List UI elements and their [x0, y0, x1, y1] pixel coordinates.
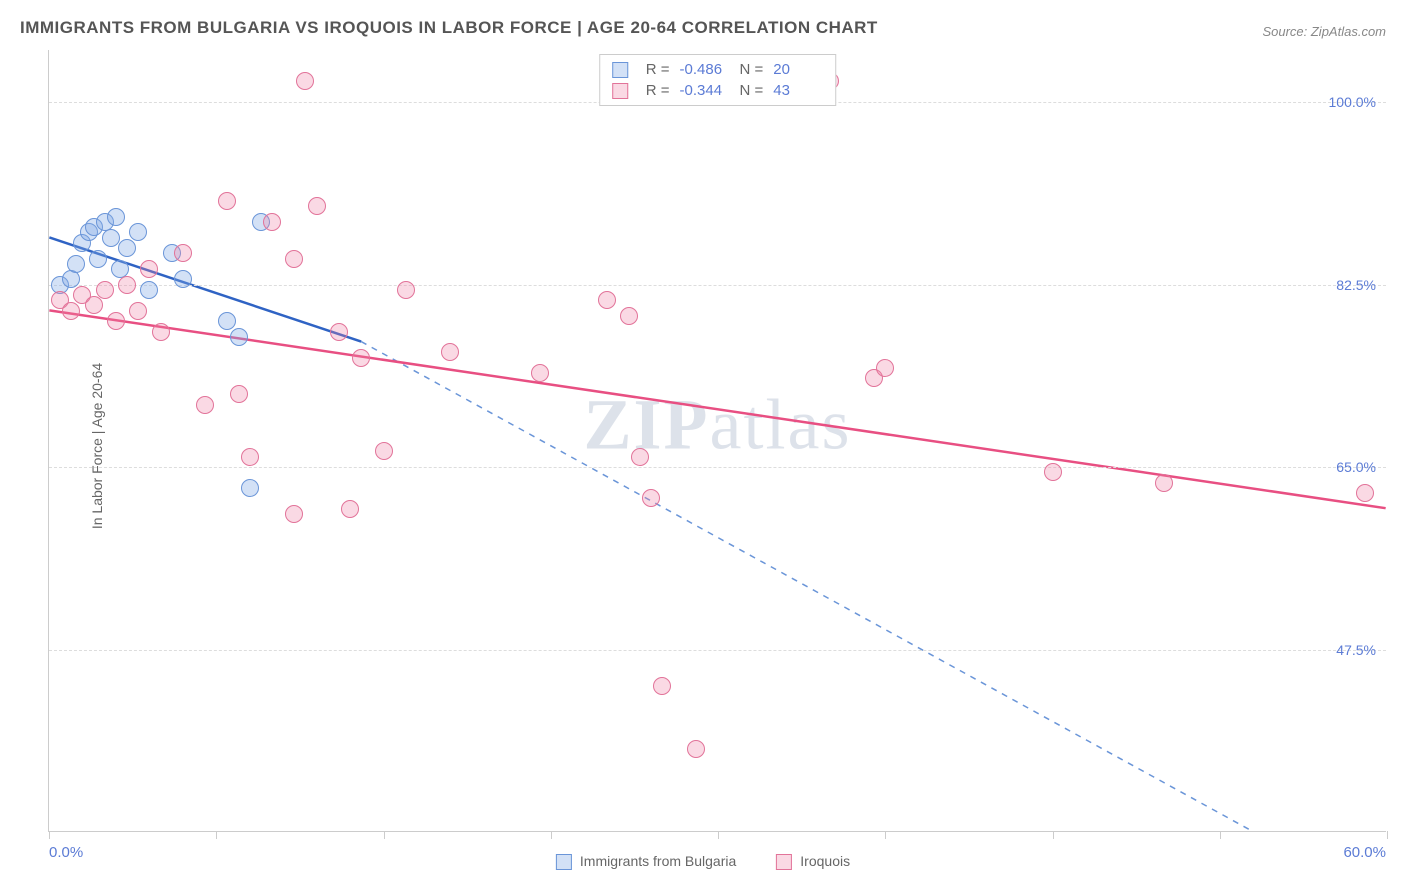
correlation-legend-row: R = -0.344 N = 43 [612, 80, 824, 101]
watermark-text: ZIPatlas [584, 383, 852, 466]
legend-swatch [612, 83, 628, 99]
data-point [1356, 484, 1374, 502]
x-tick [49, 831, 50, 839]
data-point [107, 208, 125, 226]
data-point [876, 359, 894, 377]
y-tick-label: 47.5% [1336, 642, 1376, 658]
data-point [196, 396, 214, 414]
x-tick [1387, 831, 1388, 839]
data-point [352, 349, 370, 367]
x-axis-min-label: 0.0% [49, 844, 83, 861]
legend-swatch [556, 854, 572, 870]
r-value: -0.344 [680, 82, 730, 99]
x-axis-max-label: 60.0% [1343, 844, 1386, 861]
data-point [129, 302, 147, 320]
data-point [241, 448, 259, 466]
data-point [85, 296, 103, 314]
data-point [341, 500, 359, 518]
data-point [631, 448, 649, 466]
data-point [174, 244, 192, 262]
gridline [49, 467, 1386, 468]
chart-container: IMMIGRANTS FROM BULGARIA VS IROQUOIS IN … [0, 0, 1406, 892]
legend-item: Iroquois [776, 853, 850, 870]
data-point [285, 250, 303, 268]
legend-swatch [776, 854, 792, 870]
chart-title: IMMIGRANTS FROM BULGARIA VS IROQUOIS IN … [20, 18, 878, 38]
x-tick [551, 831, 552, 839]
x-tick [718, 831, 719, 839]
r-label: R = [646, 82, 670, 99]
n-label: N = [740, 61, 764, 78]
x-tick [216, 831, 217, 839]
data-point [642, 489, 660, 507]
data-point [140, 260, 158, 278]
r-label: R = [646, 61, 670, 78]
y-tick-label: 100.0% [1329, 94, 1376, 110]
legend-item: Immigrants from Bulgaria [556, 853, 736, 870]
data-point [241, 479, 259, 497]
data-point [89, 250, 107, 268]
data-point [118, 276, 136, 294]
data-point [218, 312, 236, 330]
data-point [330, 323, 348, 341]
x-tick [384, 831, 385, 839]
data-point [285, 505, 303, 523]
data-point [218, 192, 236, 210]
regression-lines-layer [49, 50, 1386, 831]
data-point [230, 328, 248, 346]
gridline [49, 285, 1386, 286]
n-value: 43 [773, 82, 823, 99]
data-point [598, 291, 616, 309]
data-point [296, 72, 314, 90]
correlation-legend: R = -0.486 N = 20 R = -0.344 N = 43 [599, 54, 837, 106]
series-legend: Immigrants from Bulgaria Iroquois [556, 853, 850, 870]
x-tick [885, 831, 886, 839]
data-point [67, 255, 85, 273]
data-point [118, 239, 136, 257]
data-point [531, 364, 549, 382]
data-point [1044, 463, 1062, 481]
data-point [62, 270, 80, 288]
correlation-legend-row: R = -0.486 N = 20 [612, 59, 824, 80]
n-value: 20 [773, 61, 823, 78]
data-point [687, 740, 705, 758]
data-point [308, 197, 326, 215]
data-point [230, 385, 248, 403]
x-tick [1220, 831, 1221, 839]
data-point [152, 323, 170, 341]
source-label: Source: ZipAtlas.com [1262, 24, 1386, 39]
data-point [140, 281, 158, 299]
data-point [107, 312, 125, 330]
data-point [62, 302, 80, 320]
x-tick [1053, 831, 1054, 839]
data-point [620, 307, 638, 325]
y-tick-label: 65.0% [1336, 459, 1376, 475]
data-point [441, 343, 459, 361]
data-point [1155, 474, 1173, 492]
plot-area: ZIPatlas R =-0.486N =20R =-0.344N =43 0.… [48, 50, 1386, 832]
data-point [375, 442, 393, 460]
legend-swatch [612, 62, 628, 78]
data-point [129, 223, 147, 241]
n-label: N = [740, 82, 764, 99]
y-tick-label: 82.5% [1336, 277, 1376, 293]
data-point [263, 213, 281, 231]
r-value: -0.486 [680, 61, 730, 78]
legend-label: Iroquois [800, 853, 850, 869]
gridline [49, 650, 1386, 651]
data-point [653, 677, 671, 695]
legend-label: Immigrants from Bulgaria [580, 853, 736, 869]
data-point [397, 281, 415, 299]
data-point [174, 270, 192, 288]
data-point [96, 281, 114, 299]
